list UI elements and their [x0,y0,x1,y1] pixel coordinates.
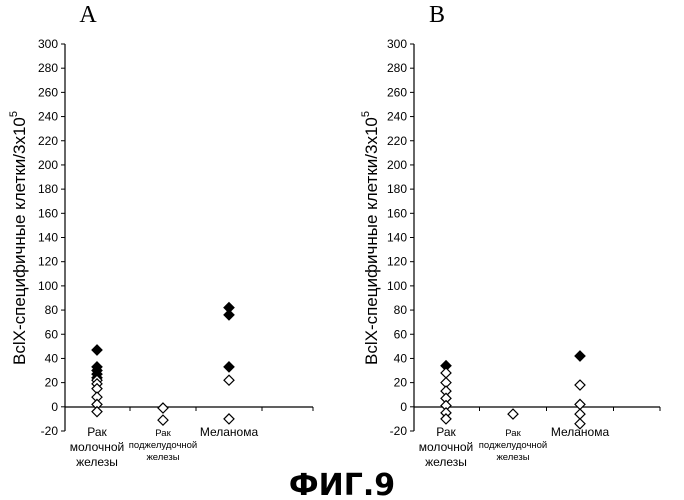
filled-diamond-point [224,362,234,372]
open-diamond-point [224,414,234,424]
category-label: Рак [505,428,521,439]
y-axis-label-superscript: 5 [8,111,20,117]
y-axis-label: BclX-специфичные клетки/3x105 [8,111,29,365]
y-tick-label: 0 [51,400,58,414]
filled-diamond-point [575,351,585,361]
y-tick-label: 220 [387,134,407,148]
category-label: железы [425,455,467,469]
y-tick-label: 240 [387,110,407,124]
open-diamond-point [575,399,585,409]
open-diamond-point [575,409,585,419]
y-tick-label: 40 [394,351,408,365]
open-diamond-point [508,409,518,419]
panel-b-chart: B -20 0 20 40 60 80 100 120 140 160 180 200 220 240 260… [360,2,660,469]
category-label: молочной [70,440,124,454]
panel-a-chart: A -20 0 20 40 60 80 100 120 140 160 180 200 220 240 260… [8,2,313,469]
y-tick-label: 140 [387,231,407,245]
category-label: поджелудочной [129,440,197,451]
y-tick-label: 60 [45,327,59,341]
y-tick-label: 40 [45,351,59,365]
y-tick-label: 280 [387,61,407,75]
y-tick-label: 60 [394,327,408,341]
category-label: Меланома [200,425,259,439]
filled-diamond-point [224,310,234,320]
y-tick-label: 80 [45,303,59,317]
y-tick-label: 300 [38,37,58,51]
open-diamond-point [158,415,168,425]
category-label: Рак [87,425,107,439]
y-tick-label: 120 [38,255,58,269]
y-axis-label-superscript: 5 [360,111,372,117]
y-tick-label: 200 [387,158,407,172]
open-diamond-point [575,380,585,390]
y-tick-label: 20 [394,376,408,390]
category-label: Рак [155,428,171,439]
y-tick-label: 260 [387,85,407,99]
open-diamond-point [441,368,451,378]
y-tick-label: 140 [38,231,58,245]
category-label: поджелудочной [479,440,547,451]
y-tick-label: 0 [400,400,407,414]
y-tick-label: 220 [38,134,58,148]
y-tick-label: 280 [38,61,58,75]
open-diamond-point [441,414,451,424]
open-diamond-point [158,403,168,413]
category-label: железы [146,452,179,463]
panel-letter: A [79,2,97,28]
y-tick-label: 300 [387,37,407,51]
y-axis-label: BclX-специфичные клетки/3x105 [360,111,381,365]
y-tick-label: 160 [38,206,58,220]
y-tick-label: 180 [38,182,58,196]
y-tick-label: -20 [390,424,408,438]
panel-letter: B [429,2,445,28]
category-label: железы [496,452,529,463]
category-label: Рак [436,425,456,439]
y-tick-label: 80 [394,303,408,317]
y-tick-label: -20 [41,424,59,438]
category-label: железы [76,455,118,469]
y-tick-label: 100 [38,279,58,293]
y-tick-label: 120 [387,255,407,269]
figure-caption: ФИГ.9 [289,468,395,500]
filled-diamond-point [92,345,102,355]
y-tick-label: 180 [387,182,407,196]
y-tick-label: 20 [45,376,59,390]
y-tick-label: 160 [387,206,407,220]
category-label: молочной [419,440,473,454]
y-tick-label: 200 [38,158,58,172]
y-tick-label: 240 [38,110,58,124]
open-diamond-point [92,407,102,417]
open-diamond-point [224,375,234,385]
y-tick-label: 260 [38,85,58,99]
y-tick-label: 100 [387,279,407,293]
